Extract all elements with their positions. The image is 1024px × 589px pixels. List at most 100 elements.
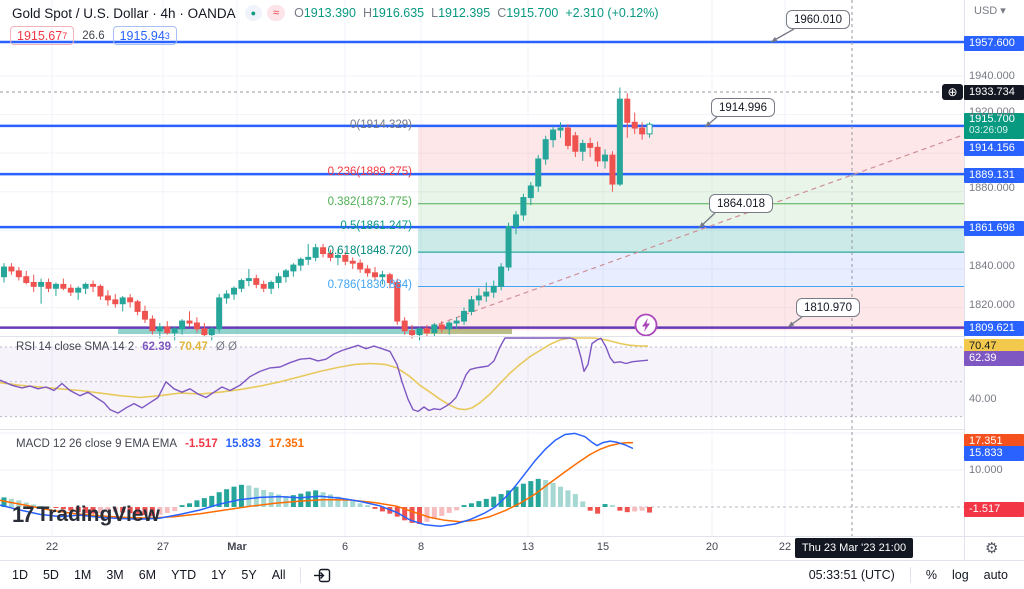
candle-body[interactable] [334,254,341,258]
range-button-5y[interactable]: 5Y [241,568,257,582]
candle-body[interactable] [453,320,460,324]
market-status-pill[interactable]: ● [244,5,263,21]
candle-body[interactable] [149,318,156,332]
sell-button[interactable]: 1915.67 7 [10,26,75,45]
range-button-6m[interactable]: 6M [138,568,157,582]
candle-body[interactable] [15,270,22,278]
range-button-5d[interactable]: 5D [42,568,59,582]
price-callout[interactable]: 1864.018 [709,194,773,213]
price-rsi-divider[interactable] [0,336,964,337]
candle-body[interactable] [423,328,430,334]
candle-body[interactable] [542,139,549,160]
candle-body[interactable] [297,258,304,266]
range-button-1m[interactable]: 1M [73,568,92,582]
candle-body[interactable] [134,301,141,312]
candle-body[interactable] [616,98,623,185]
candle-body[interactable] [483,291,490,297]
candle-body[interactable] [268,281,275,289]
candle-body[interactable] [312,247,319,258]
candle-body[interactable] [8,266,15,272]
candle-body[interactable] [119,297,126,305]
candle-body[interactable] [594,146,601,162]
candle-body[interactable] [475,295,482,301]
candle-body[interactable] [535,158,542,187]
auto-scale-button[interactable]: auto [983,568,1008,582]
buy-button[interactable]: 1915.94 3 [112,26,177,45]
symbol-title[interactable]: Gold Spot / U.S. Dollar · 4h · OANDA [12,5,236,21]
candle-body[interactable] [104,295,111,301]
candle-body[interactable] [550,129,557,141]
candle-body[interactable] [30,281,37,287]
candle-body[interactable] [245,278,252,282]
candle-body[interactable] [305,256,312,260]
candle-body[interactable] [193,322,200,330]
candle-body[interactable] [372,272,378,278]
rsi-sma-line[interactable] [0,337,649,411]
dashed-trendline[interactable] [421,134,964,331]
tradingview-watermark[interactable]: 17 TradingView [12,502,160,528]
candle-body[interactable] [349,260,356,264]
candle-body[interactable] [631,121,638,129]
rsi-legend[interactable]: RSI 14 close SMA 14 2 62.39 70.47 Ø Ø [16,341,237,353]
utc-clock[interactable]: 05:33:51 (UTC) [808,568,895,582]
candle-body[interactable] [564,127,571,146]
candle-body[interactable] [320,247,327,255]
candle-body[interactable] [557,127,564,131]
candle-body[interactable] [327,253,334,258]
candle-body[interactable] [179,320,186,330]
candle-body[interactable] [401,320,408,332]
candle-body[interactable] [67,287,74,293]
candle-body[interactable] [275,276,282,283]
crosshair-plus-icon[interactable]: ⊕ [942,84,963,100]
candle-body[interactable] [112,299,119,305]
log-scale-button[interactable]: log [951,568,969,582]
candle-body[interactable] [52,283,59,289]
candle-body[interactable] [45,281,52,289]
range-button-all[interactable]: All [271,568,286,582]
candle-body[interactable] [231,287,238,295]
macd-signal-line[interactable] [0,441,634,523]
candle-body[interactable] [438,324,445,330]
candle-body[interactable] [238,280,245,289]
candle-body[interactable] [282,270,289,278]
rsi-macd-divider[interactable] [0,429,964,430]
macd-line[interactable] [0,432,634,527]
candle-body[interactable] [446,322,453,330]
candle-body[interactable] [379,274,386,278]
main-chart[interactable] [0,0,964,536]
candle-body[interactable] [624,98,631,123]
candle-body[interactable] [75,287,82,293]
candle-body[interactable] [97,285,104,297]
candle-body[interactable] [431,324,438,334]
candle-body[interactable] [505,226,512,268]
range-button-ytd[interactable]: YTD [171,568,197,582]
candle-body[interactable] [512,214,519,228]
currency-dropdown[interactable]: USD ▾ [974,4,1006,18]
candle-body[interactable] [186,320,193,324]
candle-body[interactable] [127,297,134,303]
candle-body[interactable] [253,278,260,285]
candle-body[interactable] [364,268,371,274]
range-button-1d[interactable]: 1D [12,568,28,582]
candle-body[interactable] [171,328,178,334]
candle-body[interactable] [223,293,230,299]
candle-body[interactable] [639,127,646,135]
candle-body[interactable] [602,154,609,162]
rsi-line[interactable] [0,337,649,414]
candle-body[interactable] [579,143,586,152]
candle-body[interactable] [82,283,89,289]
candle-body[interactable] [609,154,616,185]
candle-body[interactable] [468,299,475,312]
candle-body[interactable] [60,283,67,289]
candle-body[interactable] [646,123,653,135]
candle-body[interactable] [216,297,223,330]
candle-body[interactable] [208,328,215,336]
candle-body[interactable] [587,143,594,148]
candle-body[interactable] [357,262,364,270]
range-button-1y[interactable]: 1Y [211,568,227,582]
price-callout[interactable]: 1960.010 [786,10,850,29]
candle-body[interactable] [23,276,30,283]
candle-body[interactable] [490,285,497,293]
go-to-date-icon[interactable] [313,566,332,585]
candle-body[interactable] [461,310,468,322]
